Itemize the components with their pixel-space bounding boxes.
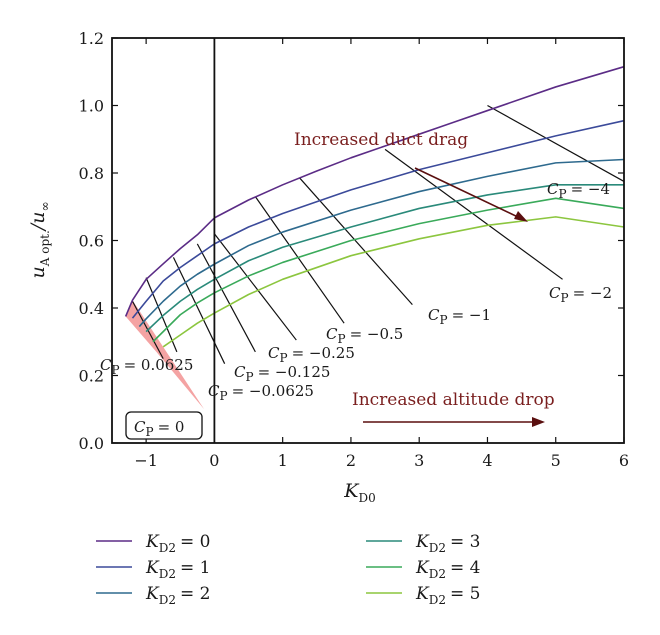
y-tick-label: 0.8 [79,164,104,183]
y-tick-label: 0.0 [79,434,104,453]
cp-label-minus-4: CP = −4 [547,180,610,201]
cp-range-shade [125,300,205,410]
cp-label-minus-0-25: CP = −0.25 [268,344,355,365]
duct-drag-note: Increased duct drag [294,130,468,150]
legend-item-kd2-2: KD2 = 2 [96,584,210,607]
y-tick-label: 1.0 [79,97,104,116]
series-line-kd2-1 [131,119,625,319]
svg-text:KD2= 3: KD2 = 3 [415,532,480,555]
cp-line-6 [172,257,226,364]
ticks: −1 0 1 2 3 4 5 6 0.0 0.2 0.4 0.6 0.8 1.0 1.2 [79,29,630,470]
y-tick-label: 1.2 [79,29,104,48]
legend-item-kd2-5: KD2 = 5 [366,584,480,607]
legend-item-kd2-4: KD2 = 4 [366,558,480,581]
svg-text:KD2= 0: KD2 = 0 [145,532,210,555]
plot-frame [111,37,625,444]
x-tick-label: 5 [551,451,561,470]
altitude-drop-note: Increased altitude drop [352,390,555,410]
svg-text:KD2= 5: KD2 = 5 [415,584,480,607]
svg-text:KD2= 2: KD2 = 2 [145,584,210,607]
series-line-kd2-2 [138,158,625,328]
legend-item-kd2-3: KD2 = 3 [366,532,480,555]
x-tick-label: 2 [346,451,356,470]
cp-line-0 [487,104,625,182]
x-tick-label: 0 [209,451,219,470]
x-tick-label: 6 [619,451,629,470]
cp-label-plus-0-0625: CP = 0.0625 [100,356,193,377]
cp-label-minus-0-125: CP = −0.125 [234,363,330,384]
series-line-kd2-0 [124,65,625,317]
cp-line-2 [299,177,413,306]
svg-text:KD2= 1: KD2 = 1 [145,558,210,581]
svg-text:CP= 0: CP = 0 [134,418,184,439]
cp-line-5 [196,243,256,353]
series-lines [124,65,625,348]
series-line-kd2-3 [145,184,624,333]
y-tick-label: 0.4 [79,299,104,318]
series-line-kd2-4 [152,197,625,343]
x-tick-label: 3 [414,451,424,470]
legend: KD2 = 0 KD2 = 1 KD2 = 2 KD2 = 3 KD2 = 4 KD2 = … [96,532,480,607]
svg-text:KD2= 4: KD2 = 4 [415,558,480,581]
legend-item-kd2-1: KD2 = 1 [96,558,210,581]
cp-label-minus-1: CP = −1 [428,306,491,327]
cp-label-minus-0-0625: CP = −0.0625 [208,382,314,403]
cp-line-4 [213,233,297,341]
cp-label-minus-2: CP = −2 [549,284,612,305]
altitude-drop-arrow [363,417,545,427]
cp-line-7 [145,277,178,353]
cp-zero-box: CP = 0 [125,411,203,440]
x-tick-label: 4 [482,451,492,470]
y-tick-label: 0.6 [79,232,104,251]
cp-label-minus-0-5: CP = −0.5 [326,325,403,346]
x-axis-label: KD0 [343,480,375,505]
legend-item-kd2-0: KD2 = 0 [96,532,210,555]
y-tick-label: 0.2 [79,367,104,386]
duct-drag-arrow [414,167,528,222]
y-axis-label: uA opt./u∞ [27,202,52,279]
x-tick-label: 1 [278,451,288,470]
x-tick-label: −1 [134,451,158,470]
series-line-kd2-5 [162,216,625,348]
cp-line-1 [384,148,563,280]
